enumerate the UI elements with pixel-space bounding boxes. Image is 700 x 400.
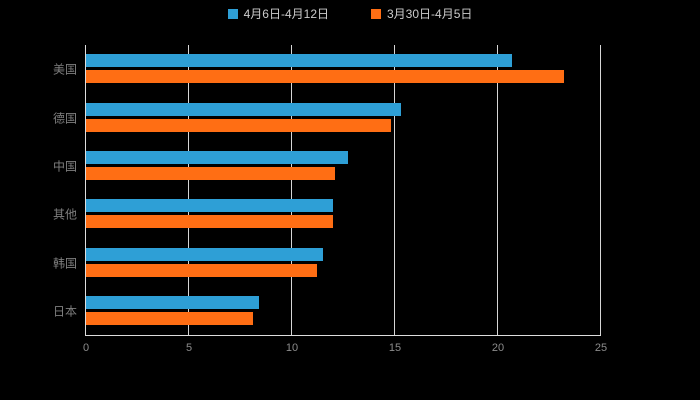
legend-label-week1: 3月30日-4月5日	[387, 7, 473, 21]
bar-series2-6	[86, 311, 253, 325]
y-category-label-2: 德国	[52, 111, 77, 125]
legend-item-week2[interactable]: 4月6日-4月12日	[227, 7, 329, 21]
gridline-x-20	[497, 45, 498, 335]
gridline-x-10	[291, 45, 292, 335]
bar-series1-5	[86, 247, 323, 261]
x-tick-label-25: 25	[594, 342, 608, 354]
plot-area: 0 5 10 15 20 25 美国德国中国其他韩国日本	[53, 45, 607, 354]
bar-series1-1	[86, 54, 513, 68]
bar-series1-4	[86, 199, 334, 213]
y-category-label-3: 中国	[52, 159, 77, 174]
bar-series1-3	[86, 150, 348, 164]
legend-swatch-blue	[227, 9, 238, 19]
bar-series1-6	[86, 295, 260, 309]
legend-item-week1[interactable]: 3月30日-4月5日	[371, 7, 472, 21]
legend-label-week2: 4月6日-4月12日	[243, 7, 329, 21]
y-category-label-1: 美国	[52, 62, 77, 77]
x-tick-label-0: 0	[82, 342, 90, 354]
chart-legend: 4月6日-4月12日 3月30日-4月5日	[0, 7, 700, 21]
x-tick-label-10: 10	[285, 342, 299, 354]
bar-series2-3	[86, 166, 336, 180]
bar-series2-1	[86, 70, 564, 84]
gridline-x-5	[188, 45, 189, 335]
y-category-label-6: 日本	[52, 304, 77, 319]
bar-series2-5	[86, 263, 317, 277]
x-tick-label-5: 5	[185, 342, 193, 354]
y-category-label-5: 韩国	[52, 256, 77, 270]
legend-swatch-orange	[371, 9, 381, 19]
gridline-x-25	[600, 45, 601, 335]
bar-series1-2	[86, 102, 402, 116]
x-tick-label-15: 15	[388, 342, 402, 354]
x-tick-label-20: 20	[491, 342, 505, 354]
bar-series2-4	[86, 215, 334, 229]
gridline-x-15	[394, 45, 395, 335]
y-category-label-4: 其他	[52, 207, 77, 222]
bar-series2-2	[86, 118, 391, 132]
